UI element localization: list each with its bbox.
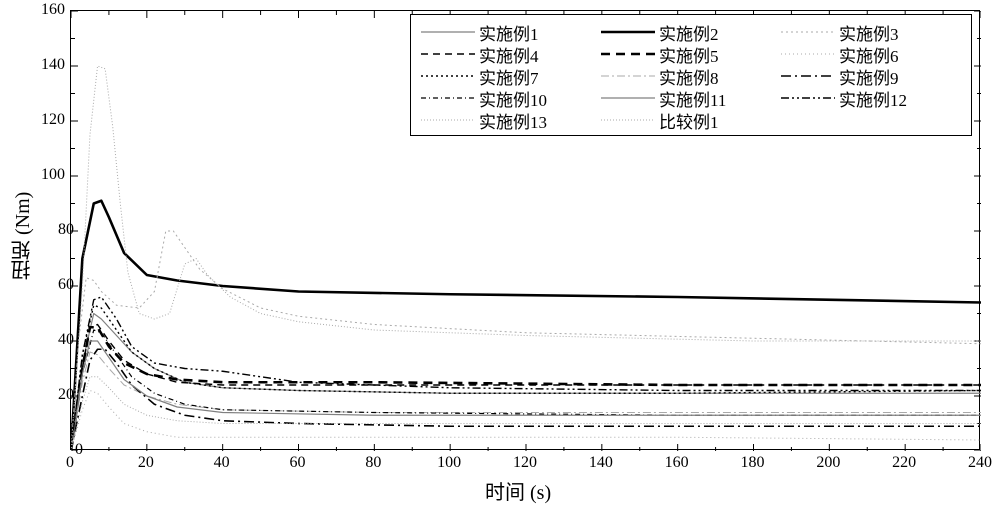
- y-axis-label: 扭矩 (Nm): [8, 180, 37, 280]
- legend-swatch: [781, 66, 835, 86]
- series-line: [71, 330, 981, 451]
- series-line: [71, 341, 981, 451]
- legend-item: 实施例7: [421, 65, 601, 87]
- x-tick-label: 80: [365, 454, 381, 472]
- legend-swatch: [421, 110, 475, 130]
- legend-item: 比较例1: [601, 109, 781, 131]
- x-tick-label: 20: [138, 454, 154, 472]
- series-line: [71, 314, 981, 452]
- legend-swatch: [601, 88, 655, 108]
- legend-label: 实施例12: [839, 86, 907, 111]
- y-tick-label: 20: [44, 386, 74, 404]
- legend-item: 实施例10: [421, 87, 601, 109]
- x-tick-label: 180: [741, 454, 765, 472]
- series-line: [71, 377, 981, 451]
- x-tick-label: 100: [437, 454, 461, 472]
- legend-item: 实施例6: [781, 43, 961, 65]
- legend-item: 实施例1: [421, 21, 601, 43]
- x-tick-label: 60: [290, 454, 306, 472]
- legend-item: 实施例11: [601, 87, 781, 109]
- x-tick-label: 200: [816, 454, 840, 472]
- x-tick-label: 240: [968, 454, 992, 472]
- legend-label: 实施例13: [479, 108, 547, 133]
- legend-label: 比较例1: [659, 108, 719, 133]
- legend: 实施例1实施例2实施例3实施例4实施例5实施例6实施例7实施例8实施例9实施例1…: [410, 14, 972, 136]
- series-line: [71, 325, 981, 452]
- legend-swatch: [421, 44, 475, 64]
- y-tick-label: 100: [35, 166, 65, 184]
- legend-swatch: [601, 110, 655, 130]
- series-line: [71, 305, 981, 451]
- series-line: [71, 349, 981, 451]
- y-tick-label: 120: [35, 111, 65, 129]
- series-line: [71, 201, 981, 451]
- legend-swatch: [781, 22, 835, 42]
- legend-item: 实施例2: [601, 21, 781, 43]
- legend-swatch: [601, 66, 655, 86]
- x-tick-label: 120: [513, 454, 537, 472]
- legend-swatch: [781, 44, 835, 64]
- y-tick-label: 140: [35, 56, 65, 74]
- y-tick-label: 80: [44, 221, 74, 239]
- legend-item: 实施例4: [421, 43, 601, 65]
- legend-item: 实施例5: [601, 43, 781, 65]
- legend-item: 实施例12: [781, 87, 961, 109]
- x-tick-label: 220: [892, 454, 916, 472]
- x-tick-label: 140: [589, 454, 613, 472]
- y-tick-label: 160: [35, 1, 65, 19]
- y-tick-label: 40: [44, 331, 74, 349]
- series-line: [71, 391, 981, 452]
- x-tick-label: 40: [214, 454, 230, 472]
- legend-swatch: [601, 44, 655, 64]
- series-line: [71, 352, 981, 451]
- legend-item: 实施例13: [421, 109, 601, 131]
- legend-swatch: [781, 88, 835, 108]
- y-tick-label: 0: [53, 441, 83, 459]
- legend-item: 实施例9: [781, 65, 961, 87]
- legend-swatch: [421, 22, 475, 42]
- legend-item: 实施例8: [601, 65, 781, 87]
- x-axis-label: 时间 (s): [485, 476, 551, 505]
- legend-item: 实施例3: [781, 21, 961, 43]
- legend-swatch: [421, 66, 475, 86]
- legend-swatch: [601, 22, 655, 42]
- legend-swatch: [421, 88, 475, 108]
- y-tick-label: 60: [44, 276, 74, 294]
- x-tick-label: 160: [665, 454, 689, 472]
- series-line: [71, 297, 981, 451]
